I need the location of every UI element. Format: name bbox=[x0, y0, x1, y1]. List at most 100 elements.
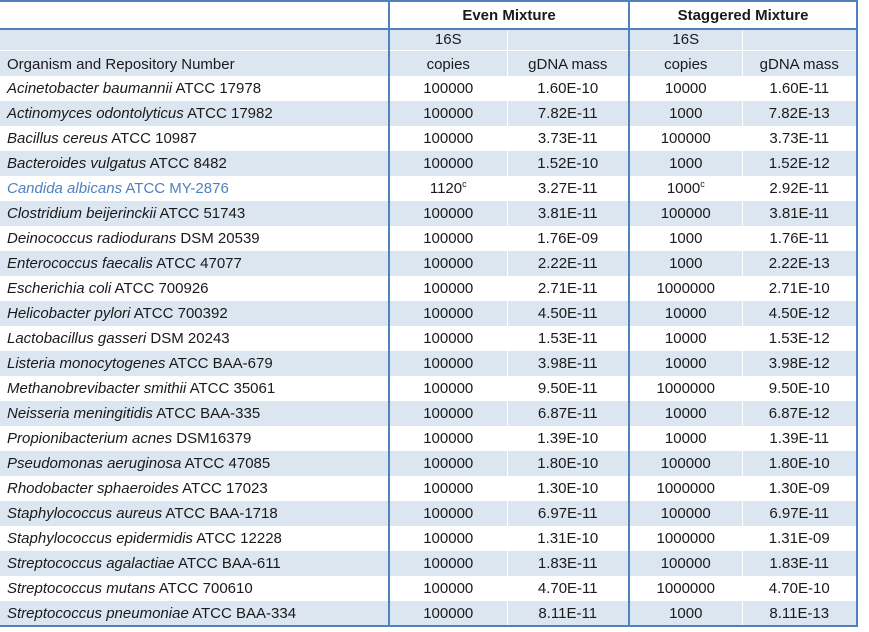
staggered-16s-copies-cell-value: 10000 bbox=[664, 80, 707, 97]
table-row: Bacteroides vulgatus ATCC 8482 100000 1.52… bbox=[0, 151, 858, 176]
even-16s-copies-cell-value: 100000 bbox=[423, 380, 474, 397]
even-gdna-mass-cell: 2.22E-11 bbox=[506, 251, 629, 276]
even-gdna-blank bbox=[506, 29, 629, 51]
even-16s-copies-cell: 100000 bbox=[388, 576, 507, 601]
staggered-16s-copies-cell-value: 100000 bbox=[660, 505, 711, 522]
even-16s-copies-cell-value: 100000 bbox=[423, 255, 474, 272]
even-16s-copies-cell: 100000 bbox=[388, 201, 507, 226]
even-gdna-mass-cell: 7.82E-11 bbox=[506, 101, 629, 126]
even-16s-copies-cell-value: 100000 bbox=[423, 580, 474, 597]
staggered-16s-copies-cell-value: 10000 bbox=[664, 305, 707, 322]
even-gdna-mass-cell: 1.30E-10 bbox=[506, 476, 629, 501]
staggered-16s-copies-cell: 100000 bbox=[628, 451, 742, 476]
staggered-16s-copies-cell: 1000000 bbox=[628, 476, 742, 501]
even-gdna-mass-cell-value: 1.31E-10 bbox=[537, 530, 599, 547]
repository-number: ATCC 12228 bbox=[192, 530, 282, 547]
staggered-16s-copies-cell: 1000000 bbox=[628, 576, 742, 601]
even-gdna-mass-cell: 3.81E-11 bbox=[506, 201, 629, 226]
even-gdna-mass-cell-value: 1.53E-11 bbox=[537, 330, 598, 347]
table-row: Lactobacillus gasseri DSM 20243 100000 1.5… bbox=[0, 326, 858, 351]
even-16s-copies-cell-value: 100000 bbox=[423, 305, 474, 322]
even-gdna-mass-label: gDNA mass bbox=[506, 50, 629, 76]
even-16s-copies-cell: 100000 bbox=[388, 151, 507, 176]
even-gdna-mass-cell: 4.50E-11 bbox=[506, 301, 629, 326]
species-name: Staphylococcus epidermidis bbox=[7, 530, 193, 547]
even-16s-copies-cell: 100000 bbox=[388, 426, 507, 451]
species-name: Bacteroides vulgatus bbox=[7, 155, 147, 172]
staggered-16s-copies-cell: 1000 bbox=[628, 226, 742, 251]
table-row: Neisseria meningitidis ATCC BAA-335 10000… bbox=[0, 401, 858, 426]
organism-cell: Bacillus cereus ATCC 10987 bbox=[0, 126, 389, 151]
even-16s-copies-cell: 100000 bbox=[388, 101, 507, 126]
organism-cell: Neisseria meningitidis ATCC BAA-335 bbox=[0, 401, 389, 426]
staggered-gdna-mass-cell-value: 8.11E-13 bbox=[769, 604, 830, 622]
staggered-16s-copies-cell-value: 1000 bbox=[669, 105, 703, 122]
species-name: Actinomyces odontolyticus bbox=[7, 105, 184, 122]
staggered-gdna-mass-cell-value: 2.22E-13 bbox=[768, 255, 830, 272]
organism-cell: Staphylococcus aureus ATCC BAA-1718 bbox=[0, 501, 389, 526]
even-gdna-mass-cell: 8.11E-11 bbox=[506, 601, 629, 626]
staggered-16s-copies-cell-value: 1000 bbox=[669, 230, 703, 247]
repository-number: ATCC 8482 bbox=[146, 155, 227, 172]
staggered-16s-copies-cell: 1000 bbox=[628, 251, 742, 276]
species-name: Streptococcus pneumoniae bbox=[7, 604, 189, 622]
even-gdna-mass-cell: 9.50E-11 bbox=[506, 376, 629, 401]
staggered-gdna-mass-cell: 1.76E-11 bbox=[741, 226, 858, 251]
subheader-row-16s: 16S 16S bbox=[0, 29, 858, 51]
staggered-16s-copies-cell: 10000 bbox=[628, 326, 742, 351]
repository-number: DSM16379 bbox=[172, 430, 252, 447]
staggered-16s-copies-cell: 100000 bbox=[628, 126, 742, 151]
staggered-gdna-mass-cell: 1.39E-11 bbox=[741, 426, 858, 451]
table-row: Streptococcus mutans ATCC 700610 100000 4.… bbox=[0, 576, 858, 601]
even-16s-copies-cell-value: 100000 bbox=[423, 405, 474, 422]
staggered-gdna-mass-cell-value: 4.50E-12 bbox=[768, 305, 830, 322]
even-gdna-mass-cell-value: 1.80E-10 bbox=[537, 455, 599, 472]
staggered-16s-copies-cell: 1000 bbox=[628, 151, 742, 176]
organism-cell: Bacteroides vulgatus ATCC 8482 bbox=[0, 151, 389, 176]
staggered-gdna-mass-cell: 2.92E-11 bbox=[741, 176, 858, 201]
species-name: Deinococcus radiodurans bbox=[7, 230, 177, 247]
staggered-gdna-mass-cell-value: 1.76E-11 bbox=[769, 230, 830, 247]
organism-cell: Pseudomonas aeruginosa ATCC 47085 bbox=[0, 451, 389, 476]
even-16s-copies-cell: 100000 bbox=[388, 226, 507, 251]
even-gdna-mass-cell: 6.87E-11 bbox=[506, 401, 629, 426]
staggered-16s-copies-cell: 1000 bbox=[628, 601, 742, 626]
staggered-16s-copies-cell-value: 1000 bbox=[669, 604, 703, 622]
species-name: Methanobrevibacter smithii bbox=[7, 380, 187, 397]
organism-cell: Staphylococcus epidermidis ATCC 12228 bbox=[0, 526, 389, 551]
even-16s-copies-cell: 100000 bbox=[388, 401, 507, 426]
even-16s-label: 16S bbox=[388, 29, 507, 51]
staggered-16s-copies-cell: 10000 bbox=[628, 351, 742, 376]
repository-number: ATCC 700610 bbox=[155, 580, 253, 597]
staggered-gdna-mass-cell: 2.22E-13 bbox=[741, 251, 858, 276]
staggered-16s-copies-cell-value: 100000 bbox=[660, 130, 711, 147]
even-16s-copies-cell: 100000 bbox=[388, 601, 507, 626]
staggered-16s-copies-cell: 1000000 bbox=[628, 376, 742, 401]
even-gdna-mass-cell-value: 1.83E-11 bbox=[537, 555, 598, 572]
even-16s-copies-cell: 100000 bbox=[388, 326, 507, 351]
even-16s-copies-cell: 100000 bbox=[388, 76, 507, 101]
even-gdna-mass-cell: 1.52E-10 bbox=[506, 151, 629, 176]
staggered-16s-copies-cell-value: 100000 bbox=[660, 455, 711, 472]
staggered-gdna-mass-cell: 3.73E-11 bbox=[741, 126, 858, 151]
even-gdna-mass-cell-value: 7.82E-11 bbox=[537, 105, 598, 122]
staggered-16s-copies-cell: 100000 bbox=[628, 501, 742, 526]
even-gdna-mass-cell-value: 2.22E-11 bbox=[537, 255, 598, 272]
staggered-gdna-mass-cell-value: 6.87E-12 bbox=[768, 405, 830, 422]
staggered-gdna-mass-cell-value: 1.83E-11 bbox=[769, 555, 830, 572]
table-row: Propionibacterium acnes DSM16379 100000 1.… bbox=[0, 426, 858, 451]
organism-cell: Rhodobacter sphaeroides ATCC 17023 bbox=[0, 476, 389, 501]
even-16s-copies-cell-value: 100000 bbox=[423, 530, 474, 547]
staggered-gdna-blank bbox=[741, 29, 858, 51]
staggered-gdna-mass-cell: 7.82E-13 bbox=[741, 101, 858, 126]
staggered-copies-label: copies bbox=[628, 50, 742, 76]
organism-cell: Acinetobacter baumannii ATCC 17978 bbox=[0, 76, 389, 101]
even-16s-copies-cell: 100000 bbox=[388, 276, 507, 301]
staggered-gdna-mass-cell-value: 4.70E-10 bbox=[768, 580, 830, 597]
even-gdna-mass-cell: 3.27E-11 bbox=[506, 176, 629, 201]
staggered-16s-copies-cell-value: 1000000 bbox=[656, 480, 715, 497]
species-name: Helicobacter pylori bbox=[7, 305, 131, 322]
even-gdna-mass-cell-value: 6.97E-11 bbox=[537, 505, 598, 522]
organism-cell: Lactobacillus gasseri DSM 20243 bbox=[0, 326, 389, 351]
organism-cell: Candida albicans ATCC MY-2876 bbox=[0, 176, 389, 201]
